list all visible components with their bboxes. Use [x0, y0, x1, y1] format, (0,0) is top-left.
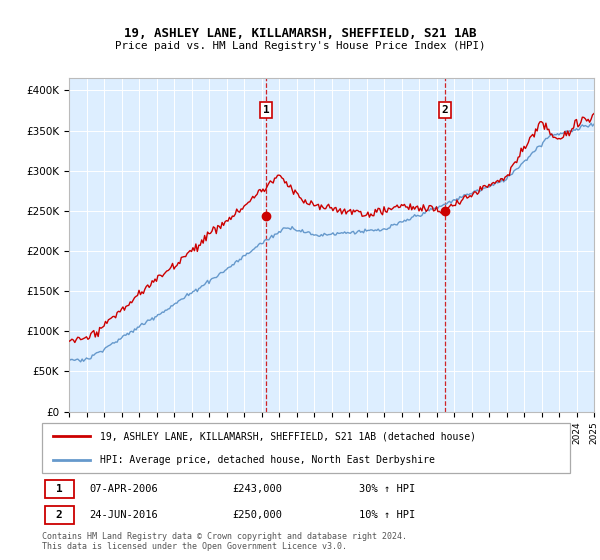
Text: 2: 2	[442, 105, 448, 115]
Text: 19, ASHLEY LANE, KILLAMARSH, SHEFFIELD, S21 1AB (detached house): 19, ASHLEY LANE, KILLAMARSH, SHEFFIELD, …	[100, 431, 476, 441]
FancyBboxPatch shape	[44, 480, 74, 498]
Text: Price paid vs. HM Land Registry's House Price Index (HPI): Price paid vs. HM Land Registry's House …	[115, 41, 485, 51]
Text: £250,000: £250,000	[232, 510, 282, 520]
Text: HPI: Average price, detached house, North East Derbyshire: HPI: Average price, detached house, Nort…	[100, 455, 435, 465]
Text: 30% ↑ HPI: 30% ↑ HPI	[359, 484, 415, 494]
Text: 10% ↑ HPI: 10% ↑ HPI	[359, 510, 415, 520]
Text: 07-APR-2006: 07-APR-2006	[89, 484, 158, 494]
Text: 1: 1	[56, 484, 62, 494]
Text: £243,000: £243,000	[232, 484, 282, 494]
Text: Contains HM Land Registry data © Crown copyright and database right 2024.
This d: Contains HM Land Registry data © Crown c…	[42, 532, 407, 552]
FancyBboxPatch shape	[42, 423, 570, 473]
FancyBboxPatch shape	[44, 506, 74, 525]
Text: 19, ASHLEY LANE, KILLAMARSH, SHEFFIELD, S21 1AB: 19, ASHLEY LANE, KILLAMARSH, SHEFFIELD, …	[124, 27, 476, 40]
Text: 2: 2	[56, 510, 62, 520]
Text: 1: 1	[263, 105, 269, 115]
Text: 24-JUN-2016: 24-JUN-2016	[89, 510, 158, 520]
